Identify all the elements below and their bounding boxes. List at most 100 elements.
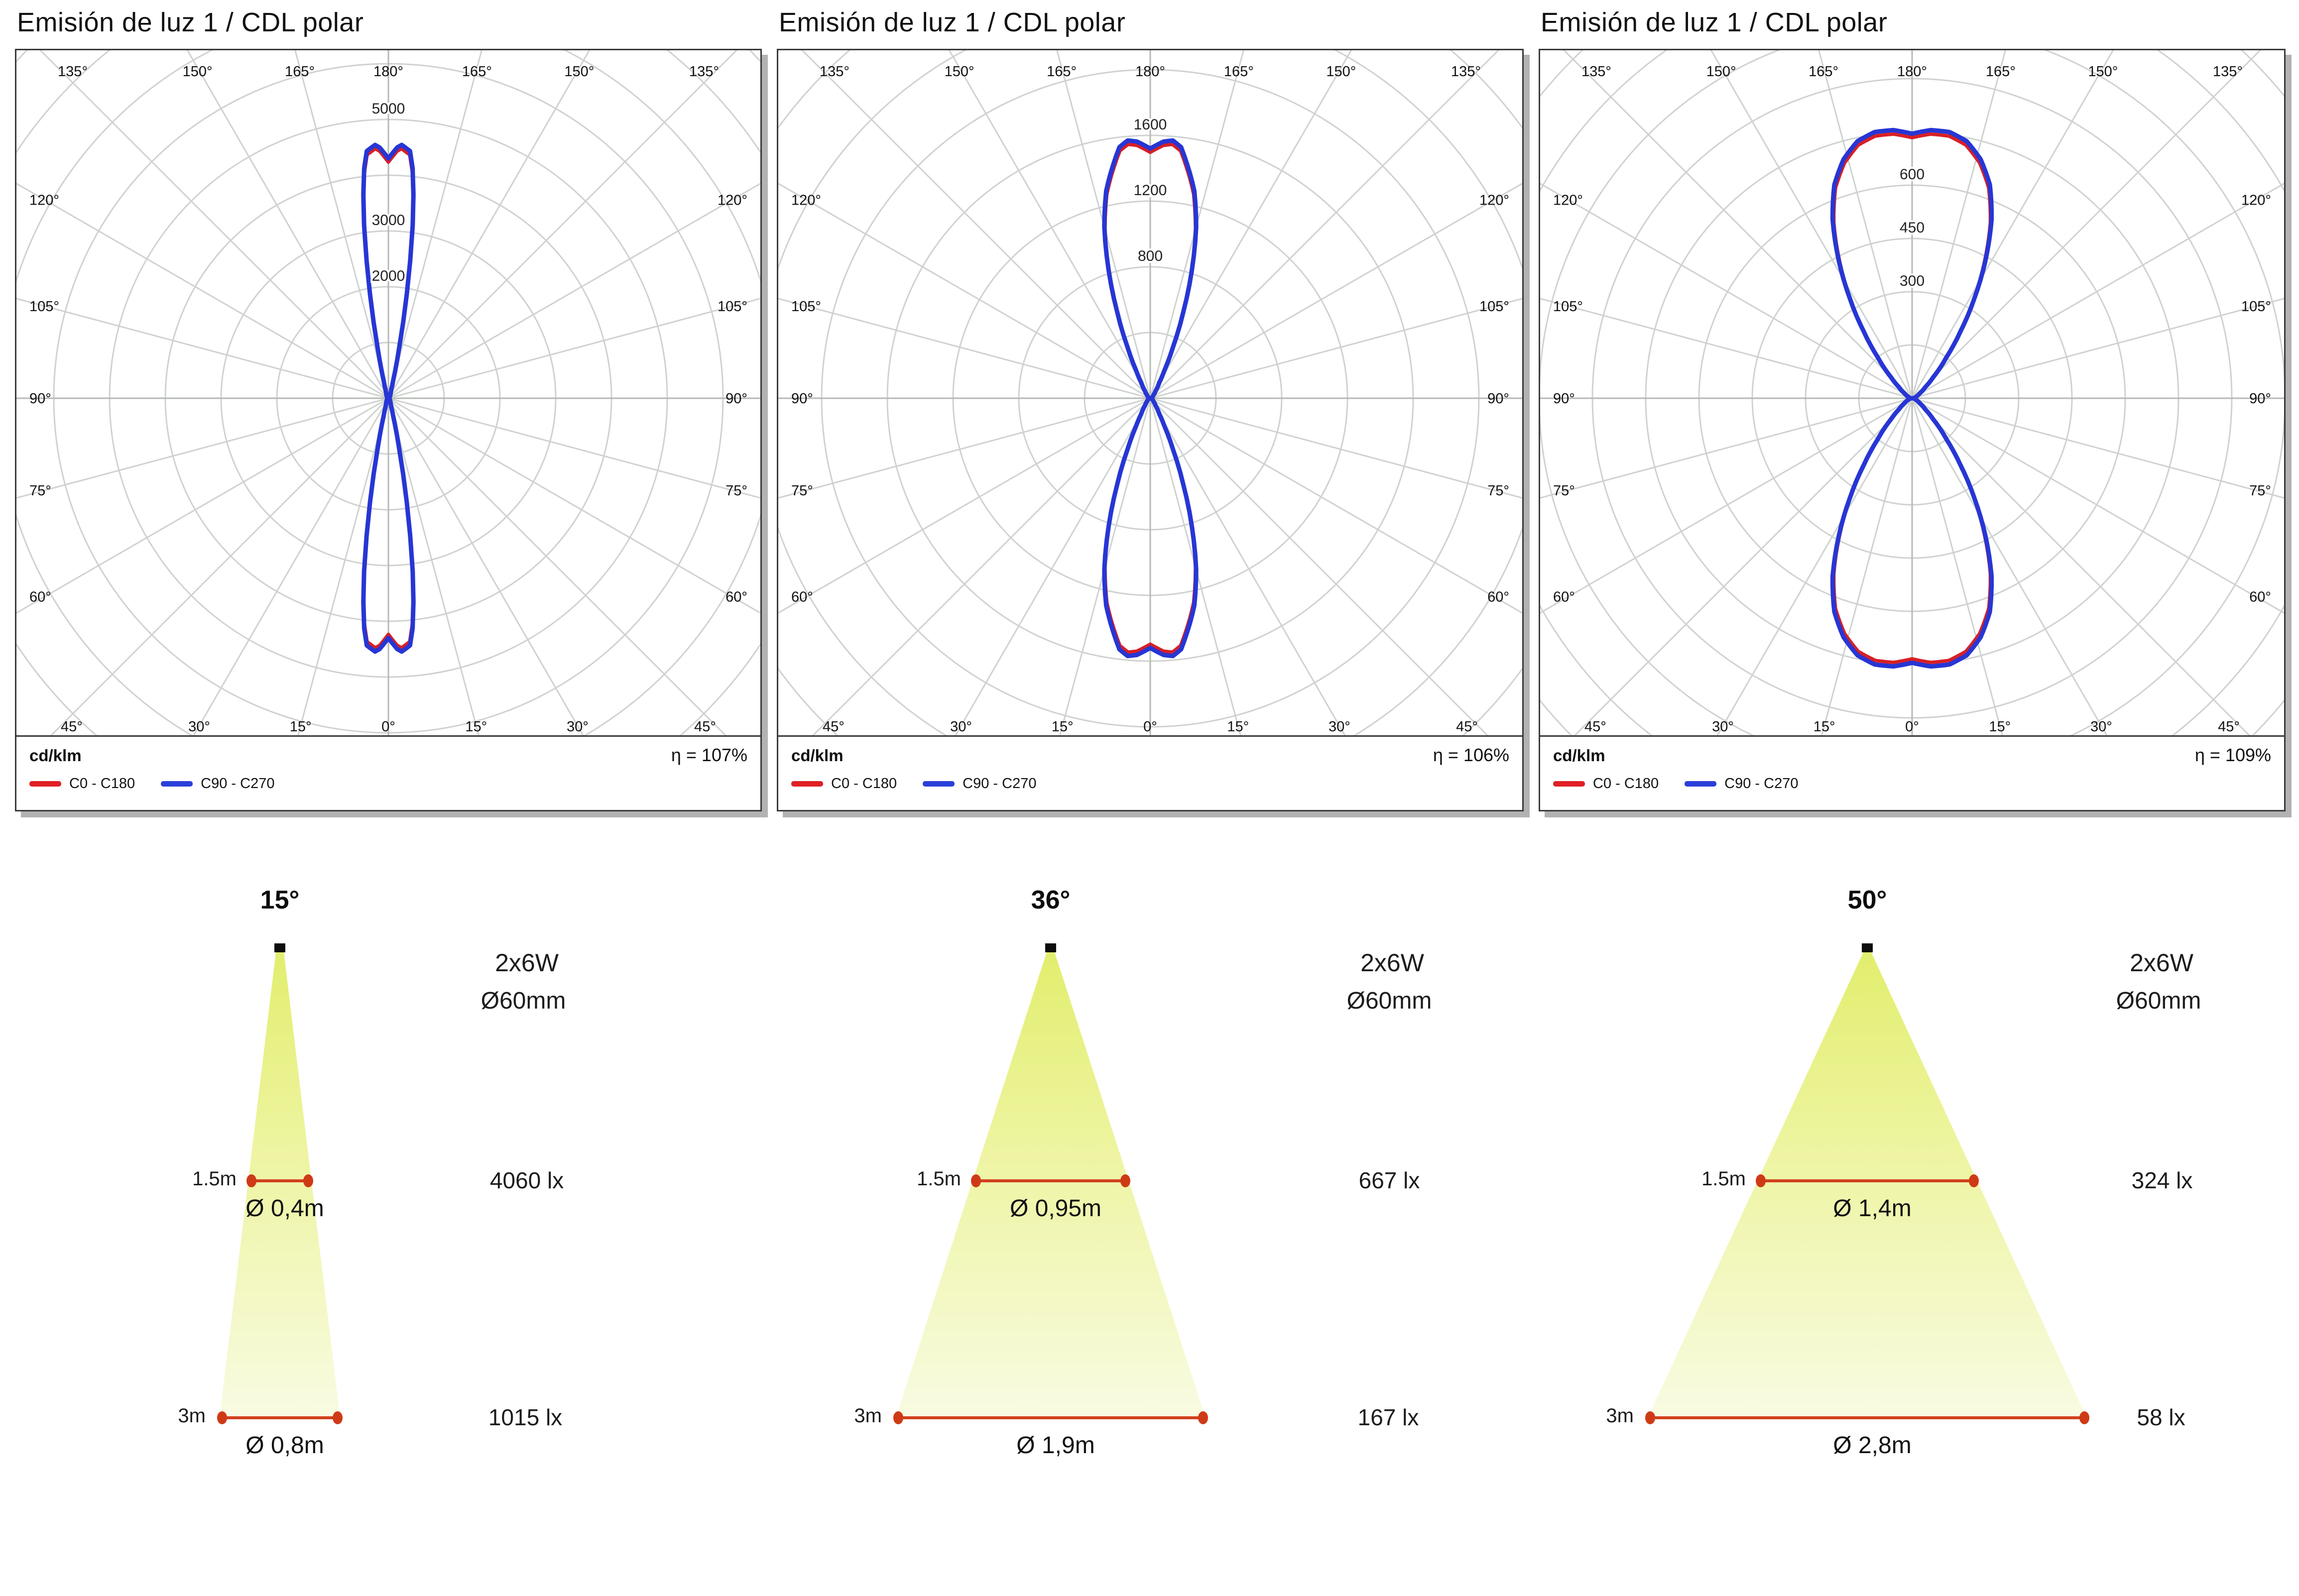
efficiency-label: η = 106%: [1433, 745, 1509, 765]
distance-label-1-5m-3: 1.5m: [1701, 1168, 1746, 1190]
polar-panel-2: 800 1200 1600 135° 150° 165° 180° 165° 150° 135° 4…: [777, 49, 1524, 811]
c0-c180-swatch: [791, 781, 823, 787]
svg-text:90°: 90°: [2249, 391, 2271, 407]
spot-diameter-1-5m-3: Ø 1,4m: [1833, 1195, 1912, 1222]
illuminance-1-5m-2: 667 lx: [1358, 1167, 1420, 1193]
svg-text:300: 300: [1900, 273, 1925, 289]
c90-c270-label: C90 - C270: [1724, 776, 1799, 792]
c0-c180-label: C0 - C180: [831, 776, 897, 792]
illuminance-3m-3: 58 lx: [2137, 1404, 2185, 1430]
svg-text:150°: 150°: [183, 64, 213, 80]
svg-text:0°: 0°: [381, 719, 395, 735]
distance-label-1-5m-2: 1.5m: [917, 1168, 961, 1190]
svg-text:5000: 5000: [372, 101, 405, 117]
svg-text:135°: 135°: [2213, 64, 2243, 80]
svg-text:15°: 15°: [1989, 719, 2011, 735]
svg-text:75°: 75°: [29, 483, 51, 499]
svg-text:45°: 45°: [1584, 719, 1606, 735]
svg-text:120°: 120°: [718, 193, 747, 209]
polar-legend-2: cd/klm η = 106% C0 - C180 C90 - C270: [778, 735, 1522, 810]
c0-c180-label: C0 - C180: [1593, 776, 1659, 792]
beam-angle-title-3: 50°: [1847, 886, 1887, 914]
svg-text:450: 450: [1900, 220, 1925, 236]
svg-text:0°: 0°: [1905, 719, 1919, 735]
svg-text:135°: 135°: [58, 64, 88, 80]
spot-diameter-3m-3: Ø 2,8m: [1833, 1432, 1912, 1459]
illuminance-1-5m-1: 4060 lx: [489, 1167, 564, 1193]
svg-text:2000: 2000: [372, 268, 405, 284]
svg-text:90°: 90°: [1553, 391, 1575, 407]
svg-text:150°: 150°: [1326, 64, 1356, 80]
svg-text:15°: 15°: [465, 719, 487, 735]
fixture-diameter-label-1: Ø60mm: [481, 988, 566, 1014]
svg-text:45°: 45°: [823, 719, 845, 735]
svg-text:90°: 90°: [29, 391, 51, 407]
beam-angle-title-2: 36°: [1031, 886, 1071, 914]
power-label-1: 2x6W: [495, 949, 559, 977]
c90-c270-swatch: [161, 781, 193, 787]
svg-text:165°: 165°: [285, 64, 315, 80]
svg-text:165°: 165°: [1047, 64, 1077, 80]
svg-text:1200: 1200: [1134, 182, 1167, 199]
spot-diameter-3m-2: Ø 1,9m: [1016, 1432, 1095, 1459]
svg-text:120°: 120°: [1553, 193, 1583, 209]
beam-cone-figures: [217, 943, 2089, 1424]
spot-diameter-3m-1: Ø 0,8m: [245, 1432, 324, 1459]
svg-text:60°: 60°: [1487, 589, 1509, 605]
svg-text:105°: 105°: [1479, 299, 1509, 315]
svg-text:45°: 45°: [1456, 719, 1478, 735]
svg-text:105°: 105°: [1553, 299, 1583, 315]
svg-text:75°: 75°: [2249, 483, 2271, 499]
power-label-2: 2x6W: [1360, 949, 1424, 977]
svg-text:60°: 60°: [1553, 589, 1575, 605]
svg-text:150°: 150°: [564, 64, 594, 80]
svg-text:165°: 165°: [1224, 64, 1254, 80]
svg-text:60°: 60°: [29, 589, 51, 605]
svg-text:30°: 30°: [1712, 719, 1734, 735]
svg-text:800: 800: [1138, 248, 1163, 264]
svg-text:120°: 120°: [2241, 193, 2271, 209]
fixture-diameter-label-2: Ø60mm: [1346, 988, 1432, 1014]
svg-text:180°: 180°: [373, 64, 403, 80]
svg-text:75°: 75°: [1487, 483, 1509, 499]
svg-text:45°: 45°: [2218, 719, 2240, 735]
spot-diameter-1-5m-2: Ø 0,95m: [1009, 1195, 1102, 1222]
svg-text:180°: 180°: [1135, 64, 1165, 80]
polar-panel-title-2: Emisión de luz 1 / CDL polar: [779, 7, 1126, 37]
svg-text:15°: 15°: [1814, 719, 1835, 735]
svg-text:75°: 75°: [726, 483, 747, 499]
svg-text:0°: 0°: [1143, 719, 1157, 735]
svg-text:90°: 90°: [1487, 391, 1509, 407]
svg-text:165°: 165°: [1986, 64, 2016, 80]
polar-legend-3: cd/klm η = 109% C0 - C180 C90 - C270: [1540, 735, 2284, 810]
polar-panel-title-1: Emisión de luz 1 / CDL polar: [17, 7, 364, 37]
svg-text:30°: 30°: [950, 719, 972, 735]
spot-diameter-1-5m-1: Ø 0,4m: [245, 1195, 324, 1222]
svg-text:150°: 150°: [2088, 64, 2118, 80]
svg-text:135°: 135°: [689, 64, 719, 80]
power-label-3: 2x6W: [2130, 949, 2193, 977]
polar-chart-svg-1: 2000 3000 5000 135° 150° 165° 180° 165° 150° 135°…: [16, 50, 760, 735]
c90-c270-label: C90 - C270: [201, 776, 275, 792]
polar-chart-svg-2: 800 1200 1600 135° 150° 165° 180° 165° 150° 135° 4…: [778, 50, 1522, 735]
polar-panel-1: 2000 3000 5000 135° 150° 165° 180° 165° 150° 135°…: [15, 49, 762, 811]
svg-text:135°: 135°: [1451, 64, 1481, 80]
illuminance-3m-2: 167 lx: [1357, 1404, 1419, 1430]
svg-text:1600: 1600: [1134, 116, 1167, 133]
svg-text:105°: 105°: [2241, 299, 2271, 315]
svg-text:165°: 165°: [1809, 64, 1838, 80]
distance-label-3m-3: 3m: [1606, 1405, 1634, 1427]
c90-c270-label: C90 - C270: [963, 776, 1037, 792]
unit-label: cd/klm: [29, 746, 82, 765]
svg-text:180°: 180°: [1897, 64, 1927, 80]
svg-text:45°: 45°: [694, 719, 716, 735]
svg-text:120°: 120°: [1479, 193, 1509, 209]
illuminance-1-5m-3: 324 lx: [2131, 1167, 2193, 1193]
unit-label: cd/klm: [1553, 746, 1605, 765]
polar-chart-svg-3: 300 450 600 135° 150° 165° 180° 165° 150° 135° 45°…: [1540, 50, 2284, 735]
svg-text:150°: 150°: [945, 64, 974, 80]
c0-c180-label: C0 - C180: [69, 776, 135, 792]
svg-text:165°: 165°: [462, 64, 492, 80]
svg-text:120°: 120°: [791, 193, 821, 209]
distance-label-3m-1: 3m: [178, 1405, 206, 1427]
